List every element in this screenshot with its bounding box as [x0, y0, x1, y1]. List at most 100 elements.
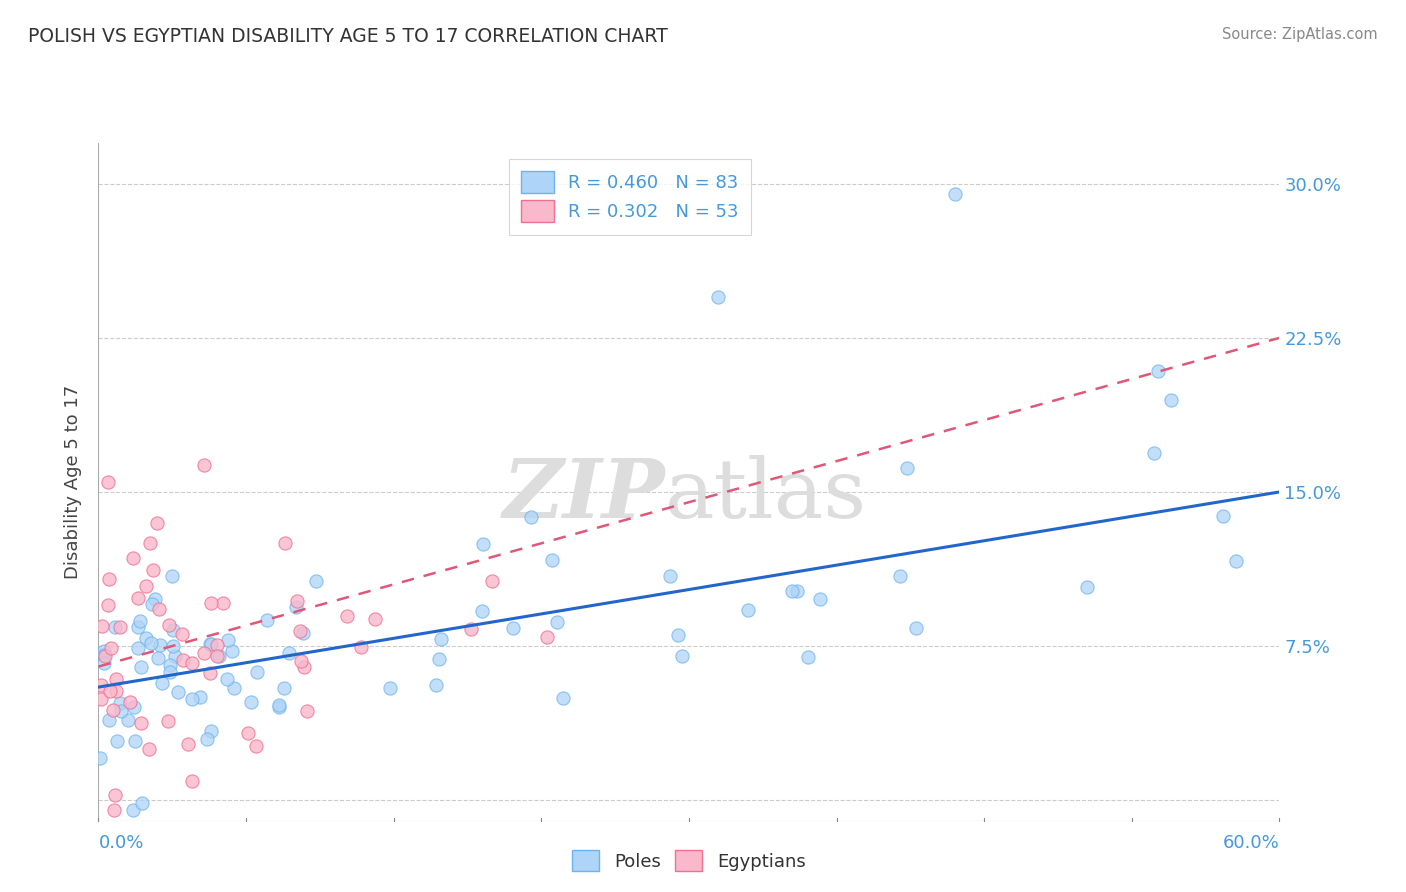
Point [172, 627, 194, 641]
Point [135, 579, 157, 593]
Point [551, 691, 574, 706]
Point [278, 647, 301, 661]
Point [198, 665, 221, 680]
Point [139, 635, 162, 649]
Y-axis label: Disability Age 5 to 17: Disability Age 5 to 17 [63, 384, 82, 579]
Point [177, 737, 200, 751]
Text: POLISH VS EGYPTIAN DISABILITY AGE 5 TO 17 CORRELATION CHART: POLISH VS EGYPTIAN DISABILITY AGE 5 TO 1… [28, 27, 668, 45]
Point [200, 597, 222, 611]
Point [215, 672, 238, 686]
Legend: Poles, Egyptians: Poles, Egyptians [565, 843, 813, 879]
Point [796, 650, 818, 665]
Legend: R = 0.460   N = 83, R = 0.302   N = 53: R = 0.460 N = 83, R = 0.302 N = 53 [509, 159, 751, 235]
Point [1225, 554, 1247, 568]
Point [290, 654, 312, 668]
Point [471, 604, 494, 618]
Point [658, 569, 681, 583]
Point [350, 640, 373, 654]
Point [159, 657, 181, 672]
Point [274, 536, 297, 550]
Point [536, 631, 558, 645]
Point [364, 612, 387, 626]
Point [157, 714, 180, 728]
Point [160, 569, 183, 583]
Point [122, 551, 145, 566]
Point [291, 626, 314, 640]
Point [786, 583, 808, 598]
Point [129, 716, 152, 731]
Point [193, 458, 215, 472]
Point [221, 643, 243, 657]
Point [146, 516, 169, 530]
Point [118, 695, 141, 709]
Point [162, 624, 184, 638]
Point [519, 510, 541, 524]
Point [162, 639, 184, 653]
Point [93, 648, 115, 662]
Point [122, 700, 145, 714]
Point [117, 713, 139, 727]
Point [205, 648, 228, 663]
Point [131, 796, 153, 810]
Point [1160, 392, 1182, 407]
Point [127, 641, 149, 656]
Text: 60.0%: 60.0% [1223, 834, 1279, 852]
Point [200, 637, 222, 651]
Point [105, 734, 128, 748]
Point [195, 732, 218, 747]
Point [127, 620, 149, 634]
Point [896, 461, 918, 475]
Point [546, 615, 568, 630]
Point [245, 739, 267, 753]
Point [90, 691, 112, 706]
Point [145, 591, 167, 606]
Point [149, 638, 172, 652]
Point [193, 646, 215, 660]
Point [97, 598, 120, 612]
Point [150, 675, 173, 690]
Point [181, 656, 204, 670]
Point [101, 703, 124, 717]
Point [89, 751, 111, 765]
Point [285, 594, 308, 608]
Point [284, 599, 307, 614]
Point [181, 773, 204, 788]
Point [90, 678, 112, 692]
Point [124, 734, 146, 748]
Point [1147, 364, 1170, 378]
Point [1212, 508, 1234, 523]
Point [217, 633, 239, 648]
Point [104, 620, 127, 634]
Point [198, 637, 221, 651]
Point [90, 619, 112, 633]
Point [292, 660, 315, 674]
Point [98, 684, 121, 698]
Point [224, 681, 246, 696]
Point [212, 596, 235, 610]
Point [666, 628, 689, 642]
Point [94, 649, 117, 664]
Point [104, 789, 127, 803]
Point [378, 681, 401, 695]
Point [540, 553, 562, 567]
Point [429, 632, 451, 647]
Point [481, 574, 503, 588]
Point [98, 572, 121, 586]
Point [208, 648, 231, 663]
Point [146, 650, 169, 665]
Point [943, 187, 966, 202]
Point [105, 672, 128, 686]
Point [138, 535, 160, 549]
Point [471, 537, 494, 551]
Point [167, 684, 190, 698]
Point [205, 638, 228, 652]
Point [159, 617, 181, 632]
Point [172, 652, 194, 666]
Point [256, 613, 278, 627]
Point [904, 621, 927, 635]
Point [239, 695, 262, 709]
Point [427, 652, 450, 666]
Point [238, 726, 260, 740]
Point [810, 592, 832, 607]
Point [122, 803, 145, 817]
